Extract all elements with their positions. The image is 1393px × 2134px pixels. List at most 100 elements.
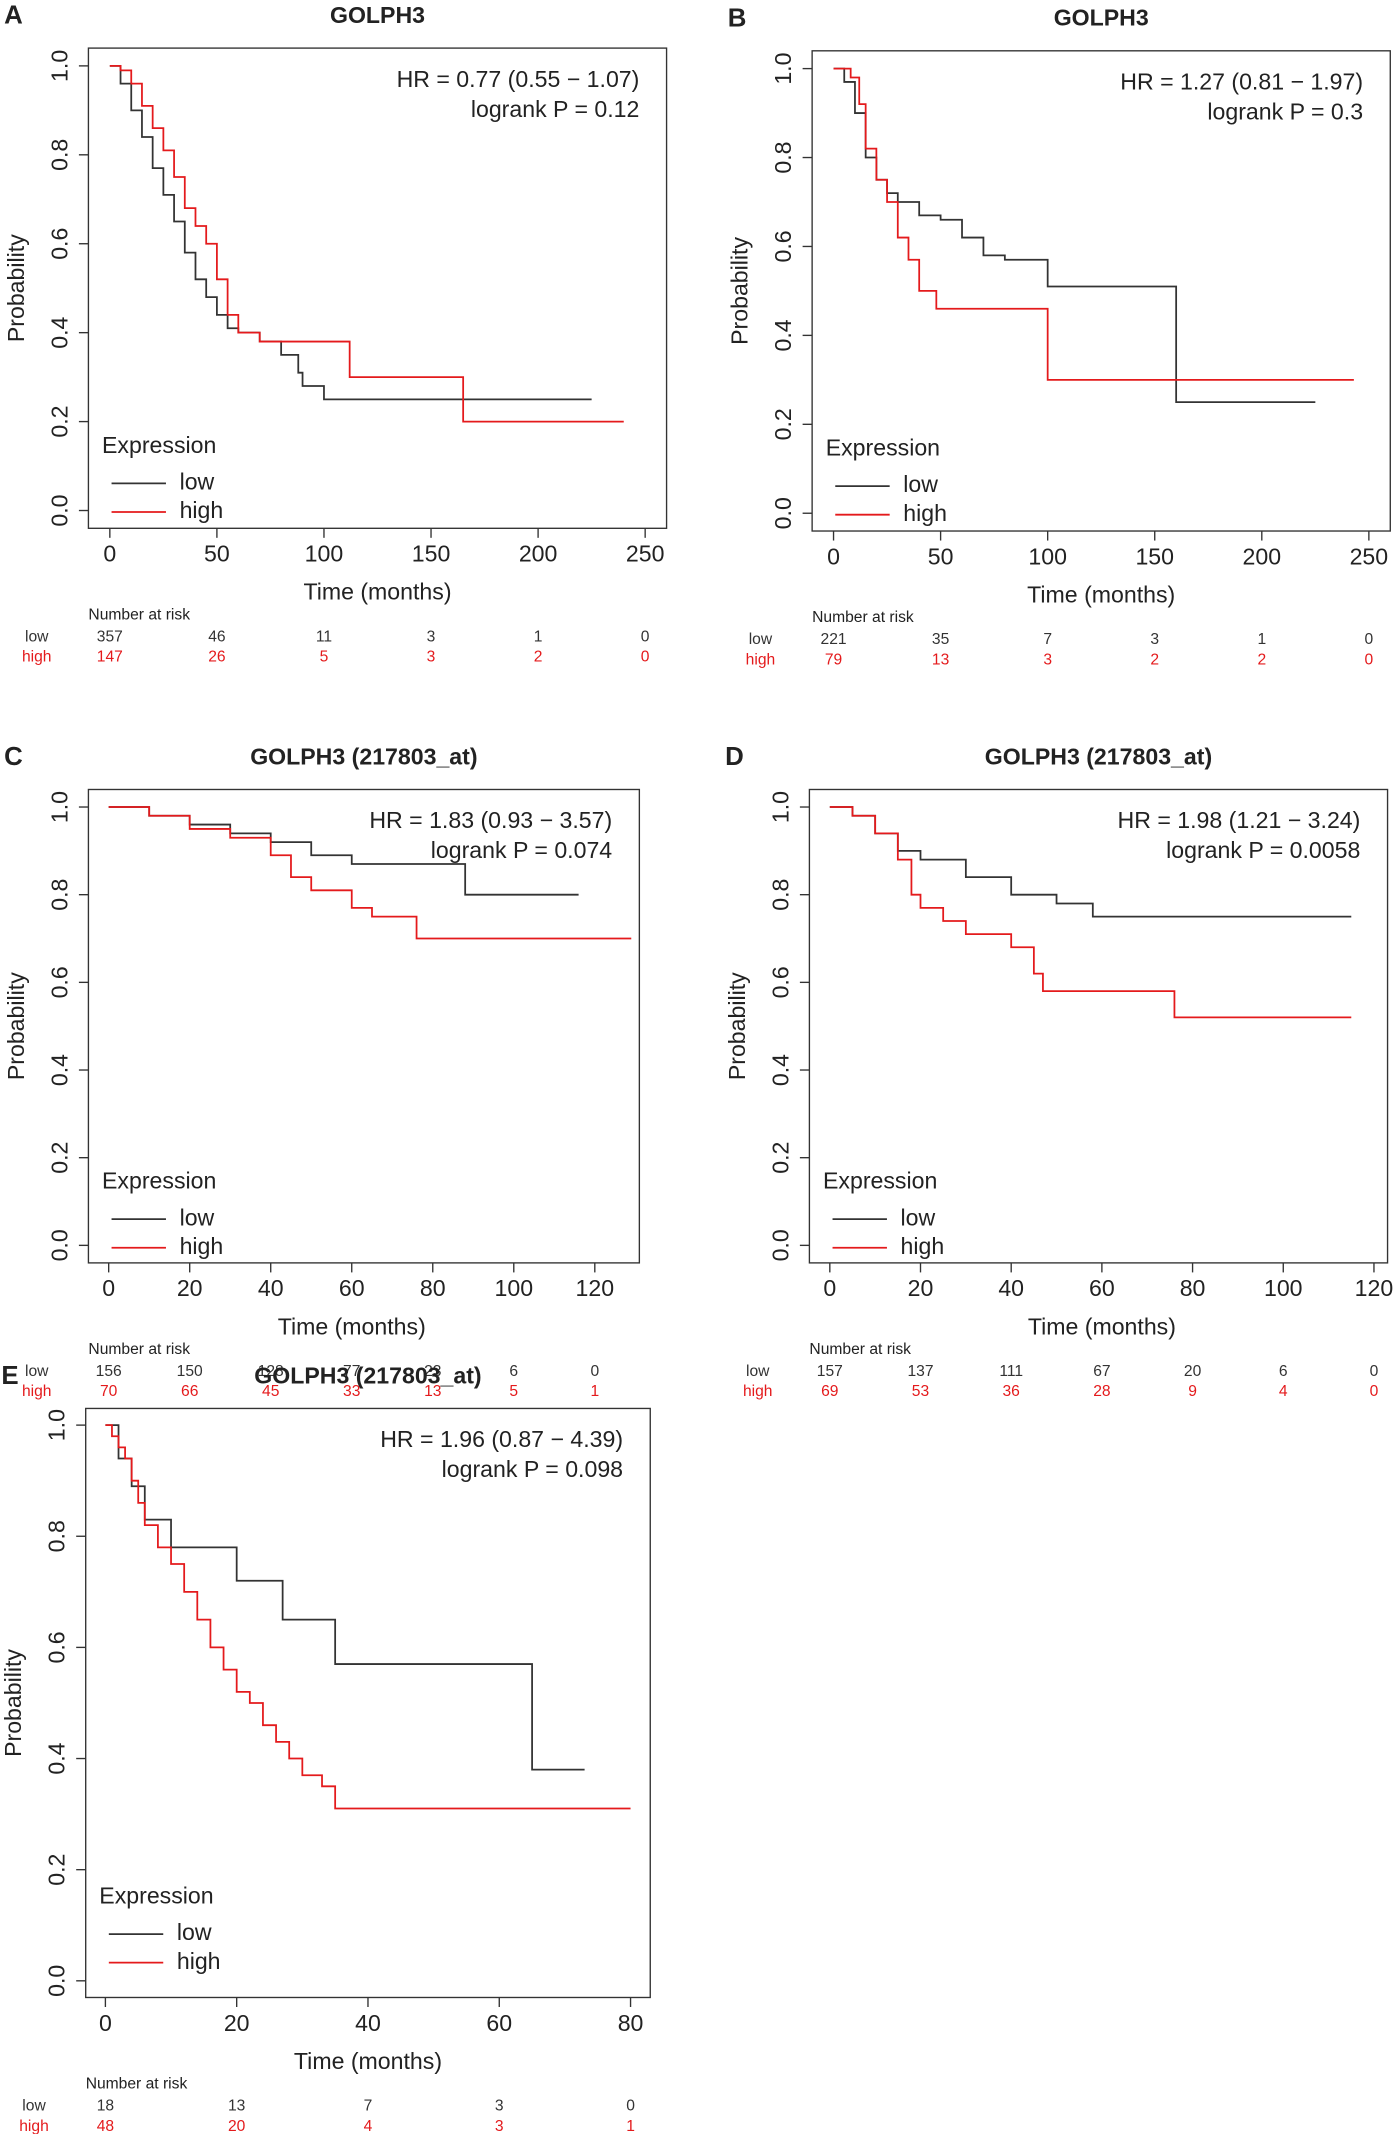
legend-label: high: [180, 1233, 224, 1259]
risk-count: 357: [97, 628, 123, 645]
risk-count: 0: [1365, 631, 1374, 648]
panel-letter: C: [4, 743, 23, 771]
y-tick-label: 0.0: [46, 494, 72, 526]
y-tick-label: 0.4: [46, 316, 72, 348]
x-tick-label: 0: [827, 543, 840, 569]
y-tick-label: 0.6: [46, 966, 72, 998]
survival-curve: [108, 806, 632, 940]
legend-title: Expression: [102, 432, 216, 458]
annotation: logrank P = 0.0058: [1166, 837, 1360, 863]
annotation: HR = 1.98 (1.21 − 3.24): [1118, 807, 1361, 833]
chart-title: GOLPH3 (217803_at): [254, 1362, 481, 1388]
y-tick-label: 0.0: [770, 497, 796, 529]
y-tick-label: 0.4: [46, 1054, 72, 1086]
y-axis-label: Probability: [3, 234, 29, 342]
y-tick-label: 0.8: [46, 879, 72, 911]
risk-count: 23: [424, 1363, 441, 1380]
survival-curve: [829, 806, 1352, 1019]
risk-count: 147: [97, 649, 123, 666]
y-axis-label: Probability: [0, 1649, 26, 1757]
x-tick-label: 0: [823, 1275, 836, 1301]
legend-label: high: [177, 1948, 221, 1974]
risk-count: 2: [1257, 651, 1266, 668]
x-tick-label: 80: [618, 2010, 644, 2036]
legend-label: low: [903, 471, 938, 497]
chart-title: GOLPH3: [1054, 5, 1149, 31]
risk-count: 0: [1370, 1363, 1379, 1380]
risk-table-title: Number at risk: [812, 609, 914, 626]
x-tick-label: 60: [339, 1275, 365, 1301]
risk-count: 156: [96, 1363, 122, 1380]
y-axis-label: Probability: [3, 972, 29, 1080]
y-tick-label: 0.8: [767, 879, 793, 911]
x-axis-label: Time (months): [1027, 581, 1175, 607]
y-tick-label: 0.8: [46, 139, 72, 171]
risk-row-label: low: [749, 631, 773, 648]
panel-letter: D: [725, 743, 744, 771]
y-axis-label: Probability: [727, 237, 753, 345]
risk-count: 1: [626, 2118, 635, 2134]
annotation: logrank P = 0.074: [431, 837, 613, 863]
legend-title: Expression: [99, 1882, 213, 1908]
risk-count: 79: [825, 651, 842, 668]
y-tick-label: 0.2: [770, 408, 796, 440]
risk-count: 6: [509, 1363, 518, 1380]
risk-count: 26: [208, 649, 225, 666]
risk-count: 1: [534, 628, 543, 645]
x-tick-label: 100: [495, 1275, 534, 1301]
legend-title: Expression: [102, 1168, 216, 1194]
x-tick-label: 40: [258, 1275, 284, 1301]
y-tick-label: 0.0: [44, 1965, 70, 1997]
x-tick-label: 20: [908, 1275, 934, 1301]
y-tick-label: 1.0: [767, 791, 793, 823]
risk-count: 77: [343, 1363, 360, 1380]
risk-count: 0: [641, 649, 650, 666]
risk-table-title: Number at risk: [86, 2076, 188, 2093]
risk-count: 33: [343, 1383, 360, 1400]
risk-count: 45: [262, 1383, 280, 1400]
risk-table-title: Number at risk: [88, 1341, 190, 1358]
risk-count: 5: [509, 1383, 518, 1400]
risk-count: 18: [97, 2097, 115, 2114]
x-tick-label: 60: [486, 2010, 512, 2036]
x-tick-label: 40: [355, 2010, 381, 2036]
x-axis-label: Time (months): [278, 1313, 426, 1339]
risk-count: 35: [932, 631, 950, 648]
legend-title: Expression: [823, 1168, 937, 1194]
x-tick-label: 120: [576, 1275, 615, 1301]
y-tick-label: 0.8: [44, 1520, 70, 1552]
y-tick-label: 0.4: [767, 1054, 793, 1086]
risk-count: 2: [1150, 651, 1159, 668]
risk-count: 69: [821, 1383, 838, 1400]
risk-count: 4: [1279, 1383, 1288, 1400]
legend-label: high: [901, 1233, 945, 1259]
panel-letter: E: [1, 1362, 18, 1390]
risk-count: 3: [495, 2097, 504, 2114]
y-tick-label: 0.0: [46, 1229, 72, 1261]
risk-count: 20: [228, 2118, 246, 2134]
risk-row-label: high: [22, 1383, 52, 1400]
risk-count: 66: [181, 1383, 198, 1400]
panel-letter: A: [4, 2, 23, 30]
risk-count: 48: [97, 2118, 115, 2134]
x-tick-label: 0: [99, 2010, 112, 2036]
chart-title: GOLPH3: [330, 2, 425, 28]
risk-table-title: Number at risk: [88, 606, 190, 623]
risk-count: 128: [258, 1363, 284, 1380]
x-tick-label: 250: [626, 541, 665, 567]
x-tick-label: 100: [305, 541, 344, 567]
x-tick-label: 100: [1028, 543, 1067, 569]
risk-count: 20: [1184, 1363, 1202, 1380]
x-tick-label: 20: [224, 2010, 250, 2036]
annotation: logrank P = 0.098: [442, 1456, 623, 1482]
risk-count: 2: [534, 649, 543, 666]
plot-frame: [85, 1407, 651, 1999]
y-tick-label: 1.0: [44, 1409, 70, 1441]
x-tick-label: 20: [177, 1275, 203, 1301]
y-tick-label: 0.0: [767, 1229, 793, 1261]
y-tick-label: 0.4: [770, 319, 796, 351]
x-tick-label: 250: [1350, 543, 1389, 569]
annotation: logrank P = 0.3: [1207, 99, 1363, 125]
survival-curve: [109, 64, 592, 401]
